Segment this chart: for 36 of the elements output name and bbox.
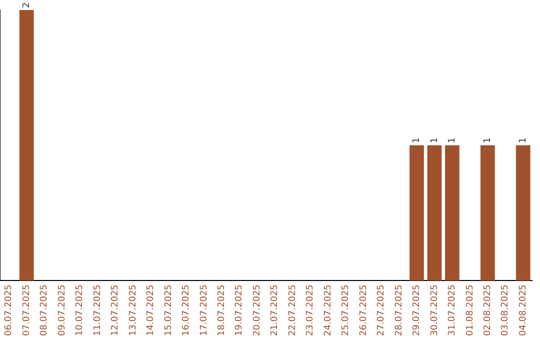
x-tick-label: 06.07.2025 xyxy=(4,284,14,336)
data-label: 1 xyxy=(448,138,458,144)
x-tick-label: 25.07.2025 xyxy=(341,284,352,336)
x-tick-label: 24.07.2025 xyxy=(323,284,334,336)
x-tick-label: 23.07.2025 xyxy=(306,284,316,336)
x-tick-label: 16.07.2025 xyxy=(182,284,192,336)
x-tick-label: 01.08.2025 xyxy=(465,284,476,336)
x-tick-label: 11.07.2025 xyxy=(92,284,103,336)
x-tick-label: 07.07.2025 xyxy=(22,284,32,336)
x-tick-label: 09.07.2025 xyxy=(57,284,68,336)
x-tick-label: 15.07.2025 xyxy=(164,284,174,336)
x-tick-label: 31.07.2025 xyxy=(448,284,458,336)
x-tick-label: 28.07.2025 xyxy=(394,284,404,336)
x-tick-label: 19.07.2025 xyxy=(234,284,245,336)
data-label: 1 xyxy=(430,138,440,144)
x-tick-label: 22.07.2025 xyxy=(288,284,298,336)
x-tick-label: 14.07.2025 xyxy=(146,284,156,336)
x-tick-label: 20.07.2025 xyxy=(252,284,262,336)
x-tick-label: 29.07.2025 xyxy=(412,284,422,336)
data-label: 1 xyxy=(518,138,528,144)
x-tick-label: 26.07.2025 xyxy=(358,284,369,336)
data-label: 2 xyxy=(22,2,32,8)
x-tick-label: 21.07.2025 xyxy=(270,284,280,336)
x-tick-label: 30.07.2025 xyxy=(430,284,440,336)
x-tick-label: 17.07.2025 xyxy=(199,284,210,336)
x-tick-label: 13.07.2025 xyxy=(128,284,138,336)
data-label: 1 xyxy=(412,138,422,144)
x-tick-label: 03.08.2025 xyxy=(500,284,511,336)
x-tick-label: 08.07.2025 xyxy=(40,284,50,336)
x-tick-label: 27.07.2025 xyxy=(376,284,387,336)
x-tick-label: 02.08.2025 xyxy=(483,284,494,336)
x-tick-label: 12.07.2025 xyxy=(110,284,121,336)
x-tick-label: 04.08.2025 xyxy=(518,284,528,336)
x-tick-label: 18.07.2025 xyxy=(217,284,228,336)
x-tick-label: 10.07.2025 xyxy=(75,284,86,336)
data-label: 1 xyxy=(483,138,494,144)
